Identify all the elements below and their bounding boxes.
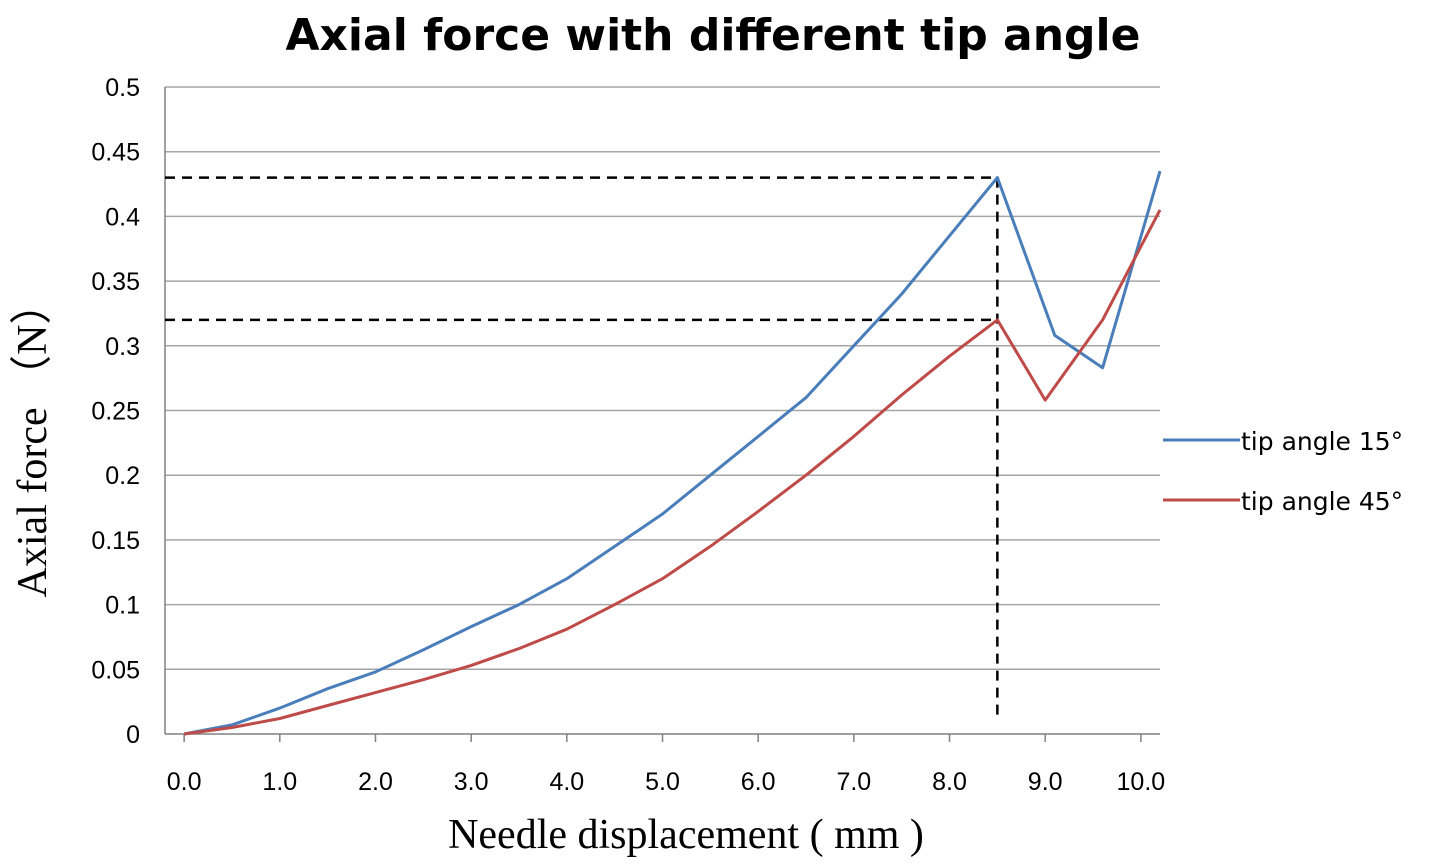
x-tick-label: 10.0 bbox=[1117, 768, 1166, 796]
legend-label-15: tip angle 15° bbox=[1241, 427, 1403, 456]
y-tick-label: 0.1 bbox=[105, 592, 140, 620]
x-tick-label: 3.0 bbox=[454, 768, 489, 796]
x-tick-label: 7.0 bbox=[836, 768, 871, 796]
y-tick-label: 0.05 bbox=[91, 656, 140, 684]
x-axis-label: Needle displacement ( mm ) bbox=[448, 812, 924, 858]
x-tick-label: 8.0 bbox=[932, 768, 967, 796]
x-tick-label: 0.0 bbox=[167, 768, 202, 796]
legend-label-45: tip angle 45° bbox=[1241, 487, 1403, 516]
legend-item-45: tip angle 45° bbox=[1163, 487, 1403, 516]
y-tick-labels: 0 0.05 0.1 0.15 0.2 0.25 0.3 0.35 0.4 0.45 0.5 bbox=[91, 74, 140, 749]
chart-title: Axial force with different tip angle bbox=[286, 10, 1141, 61]
y-tick-label: 0.25 bbox=[91, 398, 140, 426]
legend-item-15: tip angle 15° bbox=[1163, 427, 1403, 456]
x-tick-labels: 0.0 1.0 2.0 3.0 4.0 5.0 6.0 7.0 8.0 9.0 10.0 bbox=[167, 734, 1165, 796]
grid-layer bbox=[164, 86, 1160, 735]
y-tick-label: 0.5 bbox=[105, 74, 140, 102]
x-tick-label: 9.0 bbox=[1028, 768, 1063, 796]
y-axis-label: Axial force （N） bbox=[10, 283, 56, 598]
x-tick-label: 5.0 bbox=[645, 768, 680, 796]
y-tick-label: 0.15 bbox=[91, 527, 140, 555]
y-tick-label: 0.2 bbox=[105, 462, 140, 490]
y-tick-label: 0 bbox=[126, 721, 140, 749]
x-tick-label: 1.0 bbox=[262, 768, 297, 796]
x-tick-label: 2.0 bbox=[358, 768, 393, 796]
series-layer bbox=[183, 170, 1162, 736]
x-tick-label: 4.0 bbox=[549, 768, 584, 796]
x-tick-label: 6.0 bbox=[741, 768, 776, 796]
series-line-45 bbox=[183, 209, 1162, 736]
series-line-15 bbox=[183, 170, 1162, 736]
legend: tip angle 15° tip angle 45° bbox=[1163, 427, 1403, 516]
reference-lines bbox=[165, 176, 999, 720]
y-tick-label: 0.35 bbox=[91, 268, 140, 296]
y-tick-label: 0.3 bbox=[105, 333, 140, 361]
y-tick-label: 0.4 bbox=[105, 203, 140, 231]
y-tick-label: 0.45 bbox=[91, 139, 140, 167]
